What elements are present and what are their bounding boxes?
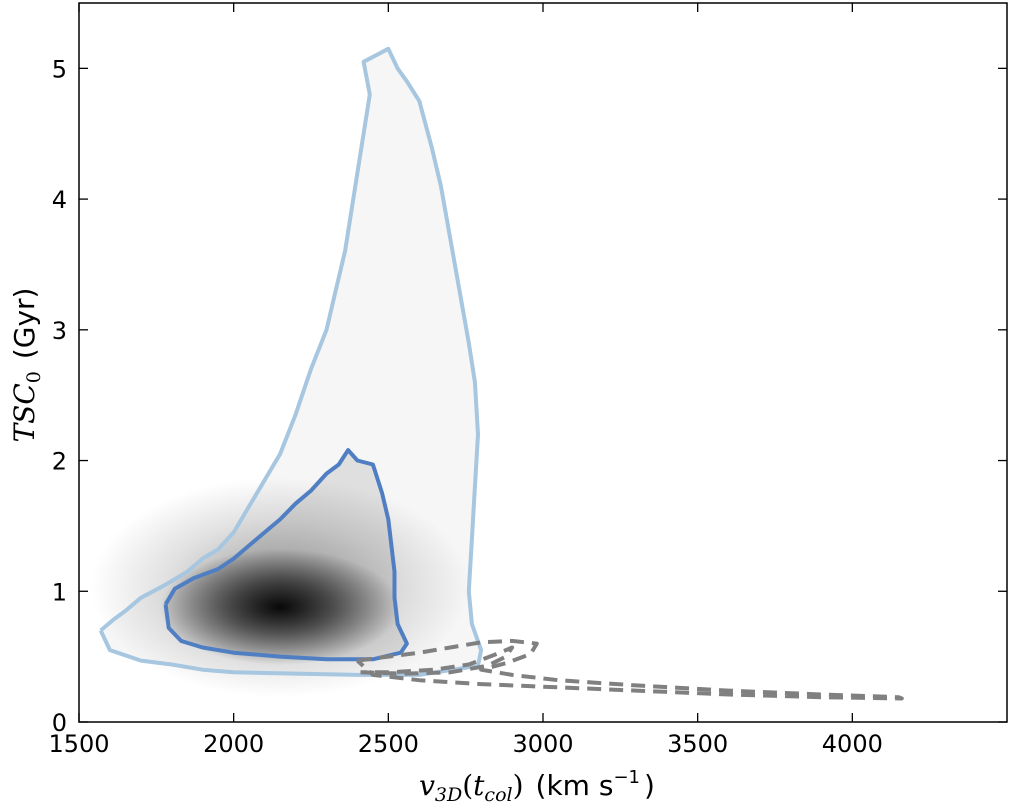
contour-dashed-gray-3 <box>360 645 515 676</box>
contour-solid-dark-blue-1 <box>163 448 409 662</box>
contour-solid-light-blue-0 <box>98 46 484 677</box>
plot-area <box>90 46 904 701</box>
x-tick-label: 3500 <box>667 730 728 758</box>
x-axis-label: v3D(tcol) (km s−1) <box>419 767 655 806</box>
x-tick-label: 2000 <box>203 730 264 758</box>
y-tick-label: 5 <box>52 55 67 83</box>
x-tick-label: 4000 <box>822 730 883 758</box>
density-map <box>90 450 471 698</box>
y-tick-label: 3 <box>52 317 67 345</box>
y-axis-label: TSC0(Gyr) <box>8 287 45 442</box>
y-tick-label: 1 <box>52 578 67 606</box>
contour-dashed-gray-2 <box>356 638 904 701</box>
x-axis: 1500 2000 2500 3000 3500 4000 <box>48 3 883 758</box>
y-tick-label: 4 <box>52 186 67 214</box>
y-axis: 0 1 2 3 4 5 <box>52 55 1007 737</box>
density-peak <box>160 548 401 665</box>
x-tick-label: 1500 <box>48 730 109 758</box>
y-tick-label: 2 <box>52 448 67 476</box>
y-tick-label: 0 <box>52 709 67 737</box>
contour-layer <box>98 46 904 701</box>
x-tick-label: 2500 <box>358 730 419 758</box>
x-tick-label: 3000 <box>512 730 573 758</box>
